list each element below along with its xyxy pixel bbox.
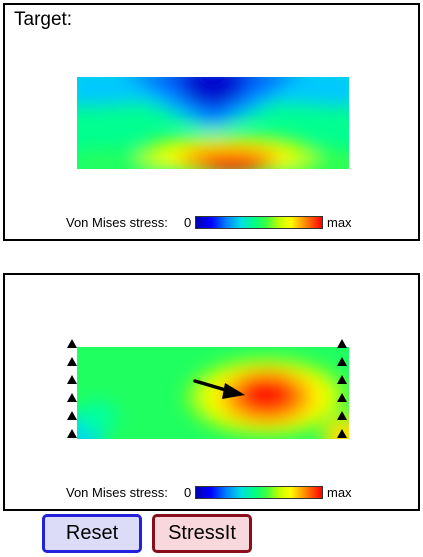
- right-support-icon: [337, 357, 347, 367]
- colorbar-gradient: [195, 216, 323, 229]
- simulation-colorbar: Von Mises stress: 0 max: [5, 485, 418, 501]
- right-support-icon: [337, 429, 347, 439]
- simulation-panel: Von Mises stress: 0 max: [3, 273, 420, 511]
- colorbar-min-label: 0: [184, 485, 192, 500]
- right-support-icon: [337, 375, 347, 385]
- left-support-icon: [67, 393, 77, 403]
- target-title: Target:: [14, 9, 73, 30]
- left-support-icon: [67, 357, 77, 367]
- target-colorbar: Von Mises stress: 0 max: [5, 215, 418, 231]
- right-support-icon: [337, 393, 347, 403]
- left-support-icon: [67, 375, 77, 385]
- colorbar-gradient: [195, 486, 323, 499]
- force-arrow-icon[interactable]: [193, 379, 245, 399]
- target-stress-field: [77, 77, 349, 169]
- target-panel: Target:: [3, 3, 420, 241]
- reset-button[interactable]: Reset: [42, 514, 142, 553]
- colorbar-label: Von Mises stress:: [66, 485, 168, 500]
- left-support-icon: [67, 411, 77, 421]
- left-support-icon: [67, 429, 77, 439]
- right-support-icon: [337, 339, 347, 349]
- colorbar-max-label: max: [327, 485, 352, 500]
- colorbar-min-label: 0: [184, 215, 192, 230]
- colorbar-max-label: max: [327, 215, 352, 230]
- colorbar-label: Von Mises stress:: [66, 215, 168, 230]
- left-support-icon: [67, 339, 77, 349]
- stressit-button[interactable]: StressIt: [152, 514, 252, 553]
- right-support-icon: [337, 411, 347, 421]
- simulation-stress-field[interactable]: [77, 347, 349, 439]
